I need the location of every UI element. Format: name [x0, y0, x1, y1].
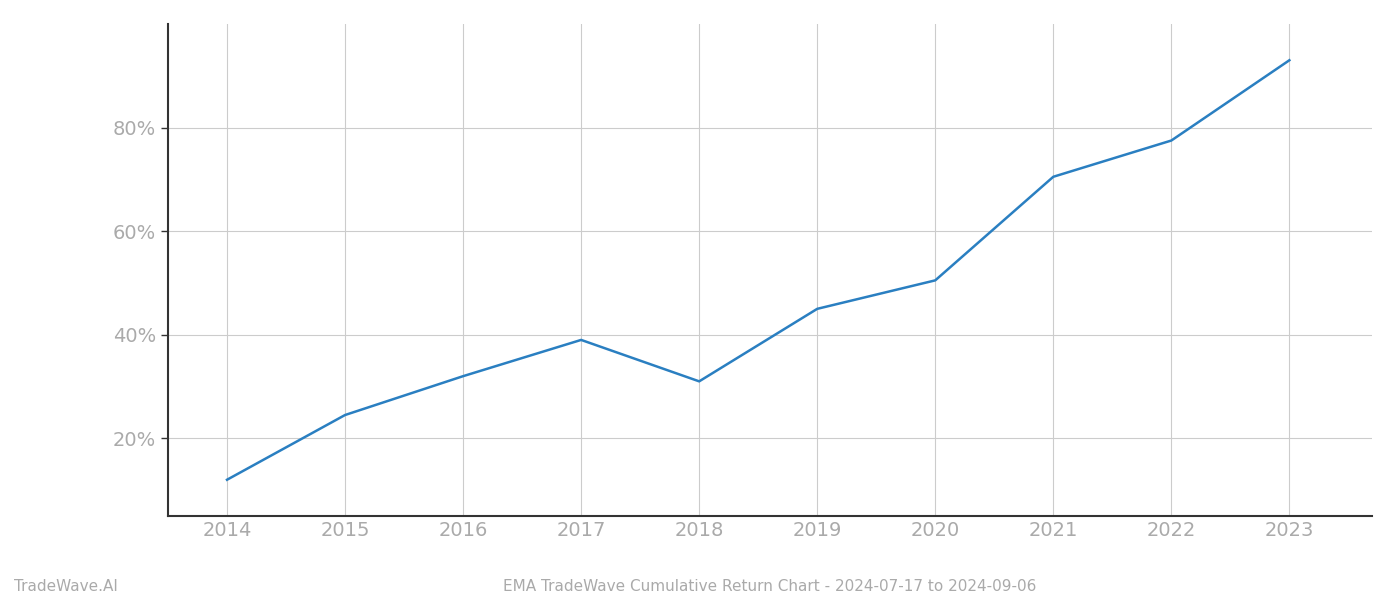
Text: TradeWave.AI: TradeWave.AI — [14, 579, 118, 594]
Text: EMA TradeWave Cumulative Return Chart - 2024-07-17 to 2024-09-06: EMA TradeWave Cumulative Return Chart - … — [504, 579, 1036, 594]
